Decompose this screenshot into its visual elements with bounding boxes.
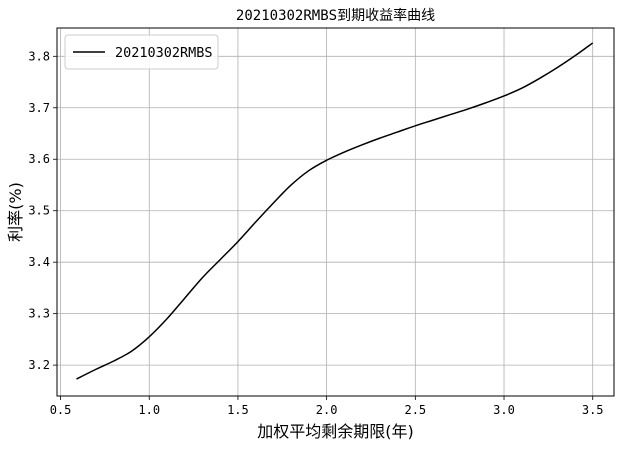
y-tick-label: 3.7	[28, 101, 50, 115]
x-tick-label: 2.0	[316, 403, 338, 417]
plot-frame	[56, 27, 615, 397]
y-tick-label: 3.4	[28, 255, 50, 269]
chart-title: 20210302RMBS到期收益率曲线	[236, 7, 435, 24]
series-line	[76, 42, 594, 380]
y-tick-label: 3.2	[28, 358, 50, 372]
legend: 20210302RMBS	[64, 34, 219, 70]
tick-marks	[53, 55, 594, 400]
y-tick-labels: 3.2 3.3 3.4 3.5 3.6 3.7 3.8	[28, 49, 50, 372]
x-tick-label: 2.5	[404, 403, 426, 417]
grid-lines	[57, 28, 614, 396]
y-axis-title: 利率(%)	[6, 182, 25, 242]
x-tick-labels: 0.5 1.0 1.5 2.0 2.5 3.0 3.5	[50, 403, 604, 417]
y-tick-label: 3.5	[28, 204, 50, 218]
legend-box	[64, 34, 219, 70]
x-axis-title: 加权平均剩余期限(年)	[257, 422, 414, 441]
x-tick-label: 0.5	[50, 403, 72, 417]
x-tick-label: 1.5	[227, 403, 249, 417]
x-tick-label: 3.0	[493, 403, 515, 417]
legend-label: 20210302RMBS	[115, 45, 213, 61]
x-tick-label: 3.5	[582, 403, 604, 417]
y-tick-label: 3.8	[28, 49, 50, 63]
series-layer	[76, 42, 594, 380]
y-tick-label: 3.3	[28, 307, 50, 321]
y-tick-label: 3.6	[28, 152, 50, 166]
x-tick-label: 1.0	[138, 403, 160, 417]
